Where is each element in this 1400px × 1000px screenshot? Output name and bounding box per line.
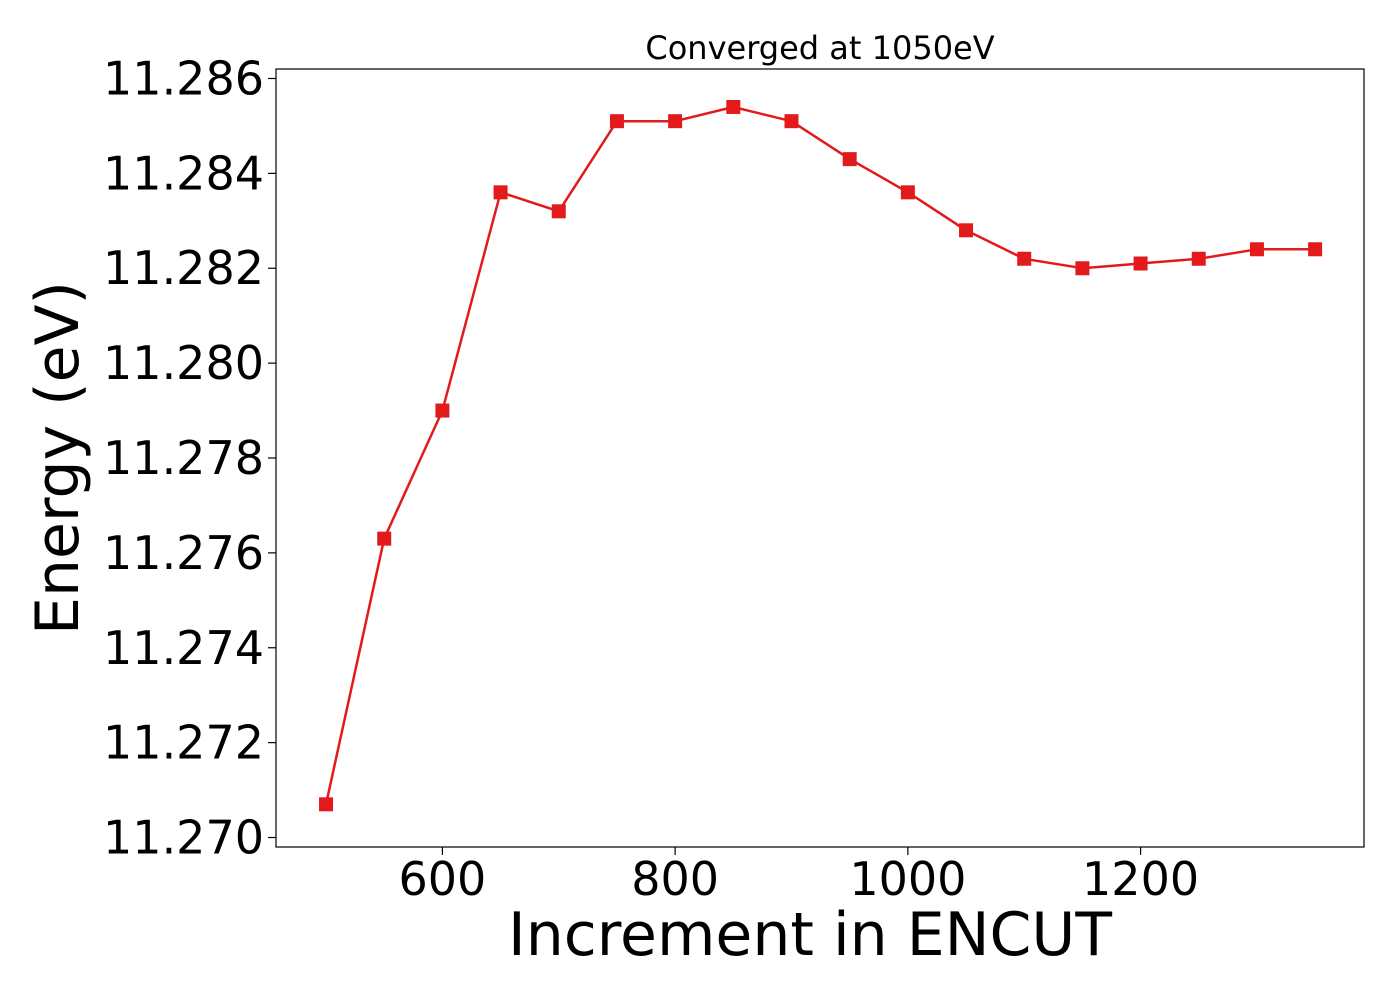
data-point-marker bbox=[901, 185, 915, 199]
x-axis-title: Increment in ENCUT bbox=[508, 900, 1112, 970]
y-axis-title: Energy (eV) bbox=[23, 281, 93, 635]
data-point-marker bbox=[552, 204, 566, 218]
y-tick-label: 11.280 bbox=[103, 336, 264, 390]
y-tick-label: 11.270 bbox=[103, 811, 264, 865]
plot-frame bbox=[276, 69, 1364, 847]
series-line bbox=[326, 107, 1315, 804]
y-tick-label: 11.274 bbox=[103, 621, 264, 675]
y-tick-label: 11.282 bbox=[103, 241, 264, 295]
x-tick-label: 1200 bbox=[1082, 852, 1199, 906]
data-point-marker bbox=[610, 114, 624, 128]
y-tick-label: 11.278 bbox=[103, 431, 264, 485]
data-point-marker bbox=[319, 797, 333, 811]
data-point-marker bbox=[377, 532, 391, 546]
y-tick-label: 11.286 bbox=[103, 51, 264, 105]
data-point-marker bbox=[1192, 252, 1206, 266]
data-point-marker bbox=[1075, 261, 1089, 275]
data-point-marker bbox=[726, 100, 740, 114]
x-axis: 600 800 1000 1200 bbox=[398, 847, 1199, 906]
data-point-marker bbox=[843, 152, 857, 166]
y-tick-label: 11.272 bbox=[103, 716, 264, 770]
data-point-marker bbox=[1250, 242, 1264, 256]
data-point-marker bbox=[784, 114, 798, 128]
data-point-marker bbox=[1134, 257, 1148, 271]
data-point-marker bbox=[1308, 242, 1322, 256]
data-point-marker bbox=[959, 223, 973, 237]
data-point-marker bbox=[435, 404, 449, 418]
data-point-marker bbox=[668, 114, 682, 128]
data-point-marker bbox=[1017, 252, 1031, 266]
x-tick-label: 600 bbox=[398, 852, 486, 906]
chart-title: Converged at 1050eV bbox=[645, 29, 994, 67]
plot-area bbox=[319, 100, 1322, 811]
y-axis: 11.270 11.272 11.274 11.276 11.278 11.280 11.2… bbox=[103, 51, 276, 864]
data-point-marker bbox=[494, 185, 508, 199]
x-tick-label: 1000 bbox=[849, 852, 966, 906]
y-tick-label: 11.276 bbox=[103, 526, 264, 580]
x-tick-label: 800 bbox=[631, 852, 719, 906]
y-tick-label: 11.284 bbox=[103, 146, 264, 200]
